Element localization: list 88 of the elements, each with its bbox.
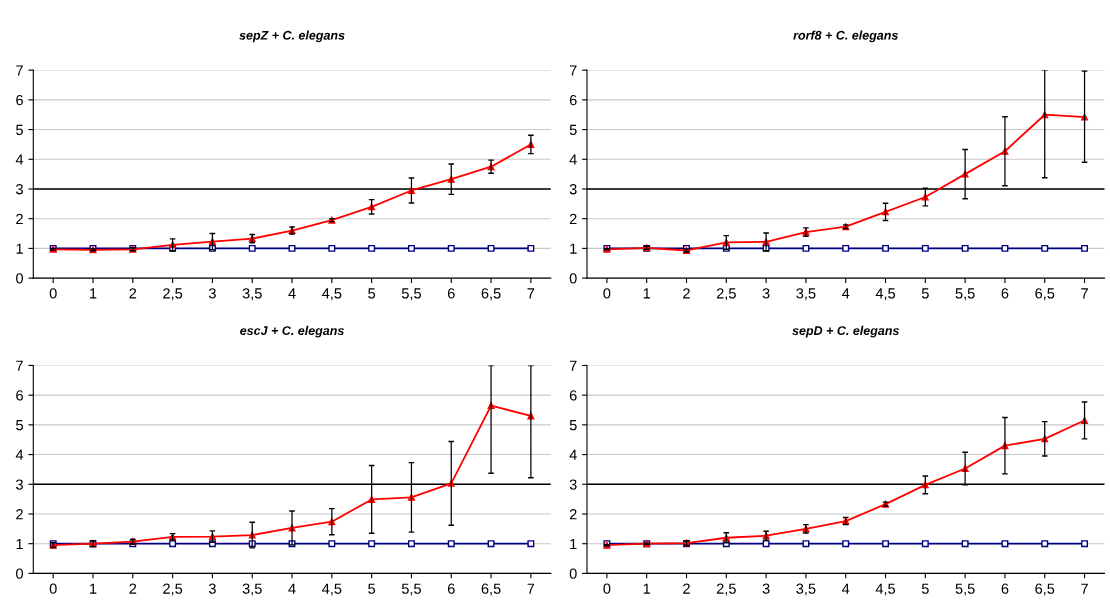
y-tick-label: 0 — [16, 568, 24, 579]
x-tick-label: 3 — [208, 583, 216, 594]
x-tick-label: 6,5 — [1035, 288, 1055, 301]
y-tick-label: 6 — [569, 94, 577, 106]
x-tick-label: 6,5 — [481, 288, 501, 301]
x-tick-label: 4,5 — [875, 288, 896, 301]
x-tick-label: 1 — [643, 583, 651, 594]
x-tick-label: 5 — [921, 583, 929, 594]
y-tick-label: 5 — [569, 420, 577, 431]
y-tick-label: 7 — [16, 360, 23, 371]
x-tick-label: 2 — [683, 288, 690, 299]
x-tick-label: 0 — [603, 288, 611, 299]
y-tick-label: 7 — [569, 360, 577, 371]
x-tick-label: 5,5 — [401, 583, 421, 596]
y-tick-label: 0 — [569, 568, 577, 579]
y-tick-label: 1 — [16, 538, 23, 549]
x-tick-label: 5 — [368, 288, 376, 299]
x-tick-label: 7 — [527, 583, 535, 594]
x-tick-label: 0 — [603, 583, 611, 594]
x-tick-label: 4 — [288, 288, 296, 299]
chart-title: rorf8 + C. elegans — [793, 30, 898, 43]
x-tick-label: 5,5 — [955, 583, 975, 596]
x-tick-label: 7 — [1081, 583, 1088, 594]
x-tick-label: 7 — [1081, 288, 1088, 299]
y-tick-label: 4 — [569, 449, 577, 460]
y-tick-label: 4 — [15, 449, 24, 460]
x-tick-label: 3 — [208, 288, 216, 299]
x-tick-label: 2,5 — [163, 288, 183, 301]
x-tick-label: 0 — [49, 288, 57, 299]
y-tick-label: 2 — [16, 213, 23, 224]
x-tick-label: 2,5 — [716, 288, 736, 301]
x-tick-label: 2 — [129, 288, 137, 299]
y-tick-label: 7 — [569, 65, 577, 76]
y-tick-label: 3 — [569, 184, 577, 195]
x-tick-label: 6 — [1001, 288, 1009, 299]
x-tick-label: 6 — [447, 583, 455, 594]
x-tick-label: 7 — [527, 288, 535, 299]
x-tick-label: 5 — [921, 288, 929, 299]
chart-title: escJ + C. elegans — [240, 325, 344, 338]
x-tick-label: 6 — [1001, 583, 1009, 594]
x-tick-label: 3,5 — [242, 583, 262, 596]
x-tick-label: 1 — [90, 583, 97, 594]
x-tick-label: 3,5 — [796, 583, 816, 596]
x-tick-label: 3,5 — [242, 288, 262, 301]
chart-title: sepD + C. elegans — [792, 325, 899, 338]
y-tick-label: 7 — [16, 65, 23, 76]
y-tick-label: 2 — [569, 509, 577, 520]
y-tick-label: 0 — [16, 273, 24, 284]
y-tick-label: 0 — [569, 273, 577, 284]
x-tick-label: 1 — [643, 288, 651, 299]
x-tick-label: 2,5 — [716, 583, 736, 596]
y-tick-label: 4 — [569, 154, 577, 165]
y-tick-label: 2 — [16, 509, 23, 520]
x-tick-label: 2,5 — [163, 583, 183, 596]
y-tick-label: 1 — [570, 538, 577, 549]
x-tick-label: 4 — [842, 583, 850, 594]
x-tick-label: 5,5 — [401, 288, 421, 301]
x-tick-label: 4 — [288, 583, 296, 594]
chart-title: sepZ + C. elegans — [239, 30, 345, 43]
y-tick-label: 2 — [569, 213, 577, 224]
y-tick-label: 1 — [570, 243, 577, 254]
x-tick-label: 4 — [842, 288, 850, 299]
x-tick-label: 5,5 — [955, 288, 975, 301]
x-tick-label: 3,5 — [796, 288, 816, 301]
x-tick-label: 4,5 — [322, 288, 342, 301]
x-tick-label: 2 — [129, 583, 137, 594]
y-tick-label: 6 — [16, 94, 23, 106]
y-tick-label: 6 — [16, 390, 23, 401]
y-tick-label: 4 — [15, 154, 24, 165]
y-tick-label: 5 — [569, 124, 577, 135]
x-tick-label: 1 — [90, 288, 97, 299]
y-tick-label: 5 — [16, 420, 23, 431]
x-tick-label: 0 — [49, 583, 57, 594]
x-tick-label: 3 — [762, 583, 770, 594]
x-tick-label: 6 — [447, 288, 455, 299]
x-tick-label: 4,5 — [322, 583, 342, 596]
x-tick-label: 3 — [762, 288, 770, 299]
y-tick-label: 6 — [569, 390, 577, 401]
x-tick-label: 6,5 — [1035, 583, 1055, 596]
y-tick-label: 1 — [16, 243, 23, 254]
y-tick-label: 5 — [16, 124, 23, 135]
x-tick-label: 2 — [683, 583, 690, 594]
y-tick-label: 3 — [569, 479, 577, 490]
x-tick-label: 5 — [368, 583, 376, 594]
y-tick-label: 3 — [16, 184, 23, 195]
x-tick-label: 6,5 — [481, 583, 501, 596]
x-tick-label: 4,5 — [875, 583, 896, 596]
y-tick-label: 3 — [16, 479, 23, 490]
